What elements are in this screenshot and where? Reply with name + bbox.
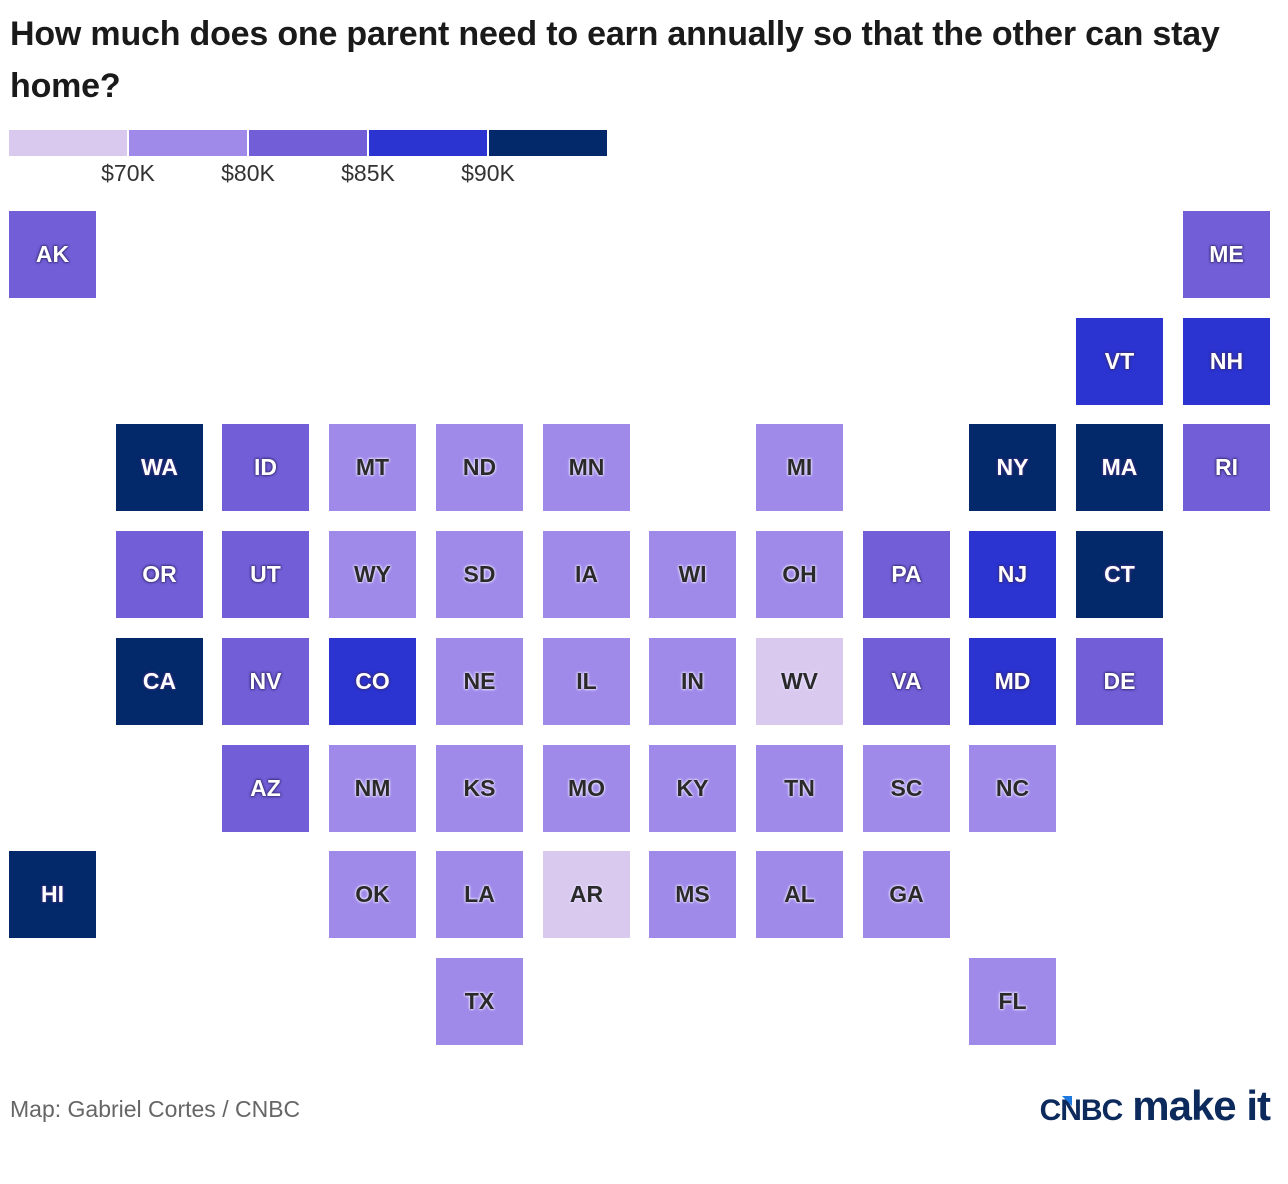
- state-tile-mi[interactable]: MI: [756, 424, 843, 511]
- legend-swatch-4: [369, 130, 487, 156]
- state-tile-ia[interactable]: IA: [543, 531, 630, 618]
- state-tile-ak[interactable]: AK: [9, 211, 96, 298]
- state-tile-sc[interactable]: SC: [863, 745, 950, 832]
- state-tile-nc[interactable]: NC: [969, 745, 1056, 832]
- state-tile-nv[interactable]: NV: [222, 638, 309, 725]
- state-tile-pa[interactable]: PA: [863, 531, 950, 618]
- state-tile-oh[interactable]: OH: [756, 531, 843, 618]
- logo-brand-text: CNBC: [1039, 1094, 1124, 1127]
- state-tile-al[interactable]: AL: [756, 851, 843, 938]
- map-credit: Map: Gabriel Cortes / CNBC: [10, 1096, 301, 1122]
- logo-product: make it: [1132, 1082, 1271, 1129]
- state-tile-md[interactable]: MD: [969, 638, 1056, 725]
- state-tile-wi[interactable]: WI: [649, 531, 736, 618]
- state-tile-wa[interactable]: WA: [116, 424, 203, 511]
- state-tile-ri[interactable]: RI: [1183, 424, 1270, 511]
- state-tile-nd[interactable]: ND: [436, 424, 523, 511]
- state-tile-ct[interactable]: CT: [1076, 531, 1163, 618]
- state-tile-tn[interactable]: TN: [756, 745, 843, 832]
- state-tile-il[interactable]: IL: [543, 638, 630, 725]
- state-tile-hi[interactable]: HI: [9, 851, 96, 938]
- state-tile-nh[interactable]: NH: [1183, 318, 1270, 405]
- map-title: How much does one parent need to earn an…: [10, 15, 1220, 105]
- legend-label-85k: $85K: [341, 160, 395, 186]
- state-tile-fl[interactable]: FL: [969, 958, 1056, 1045]
- legend-label-70k: $70K: [101, 160, 155, 186]
- legend-label-90k: $90K: [461, 160, 515, 186]
- state-tile-ky[interactable]: KY: [649, 745, 736, 832]
- state-tile-ga[interactable]: GA: [863, 851, 950, 938]
- state-tile-ne[interactable]: NE: [436, 638, 523, 725]
- state-tile-ny[interactable]: NY: [969, 424, 1056, 511]
- legend-label-80k: $80K: [221, 160, 275, 186]
- state-tile-mt[interactable]: MT: [329, 424, 416, 511]
- state-tile-wv[interactable]: WV: [756, 638, 843, 725]
- state-tile-id[interactable]: ID: [222, 424, 309, 511]
- state-tile-mn[interactable]: MN: [543, 424, 630, 511]
- state-tile-wy[interactable]: WY: [329, 531, 416, 618]
- state-tile-me[interactable]: ME: [1183, 211, 1270, 298]
- legend-swatch-3: [249, 130, 367, 156]
- state-tile-ok[interactable]: OK: [329, 851, 416, 938]
- legend-swatch-2: [129, 130, 247, 156]
- state-tile-ks[interactable]: KS: [436, 745, 523, 832]
- legend-swatch-1: [9, 130, 127, 156]
- state-tile-ma[interactable]: MA: [1076, 424, 1163, 511]
- state-tile-nm[interactable]: NM: [329, 745, 416, 832]
- state-tile-mo[interactable]: MO: [543, 745, 630, 832]
- state-tile-in[interactable]: IN: [649, 638, 736, 725]
- state-tile-de[interactable]: DE: [1076, 638, 1163, 725]
- state-tile-la[interactable]: LA: [436, 851, 523, 938]
- state-tile-az[interactable]: AZ: [222, 745, 309, 832]
- state-tile-tx[interactable]: TX: [436, 958, 523, 1045]
- state-tile-ar[interactable]: AR: [543, 851, 630, 938]
- state-tile-ca[interactable]: CA: [116, 638, 203, 725]
- state-tile-vt[interactable]: VT: [1076, 318, 1163, 405]
- state-tile-co[interactable]: CO: [329, 638, 416, 725]
- state-tile-sd[interactable]: SD: [436, 531, 523, 618]
- state-tile-nj[interactable]: NJ: [969, 531, 1056, 618]
- state-tile-ut[interactable]: UT: [222, 531, 309, 618]
- peacock-icon: [1061, 1096, 1072, 1106]
- cnbc-make-it-logo: CNBC make it: [1039, 1082, 1271, 1130]
- state-tile-va[interactable]: VA: [863, 638, 950, 725]
- logo-brand: CNBC: [1039, 1094, 1124, 1128]
- legend-swatch-5: [489, 130, 607, 156]
- state-tile-ms[interactable]: MS: [649, 851, 736, 938]
- state-tile-or[interactable]: OR: [116, 531, 203, 618]
